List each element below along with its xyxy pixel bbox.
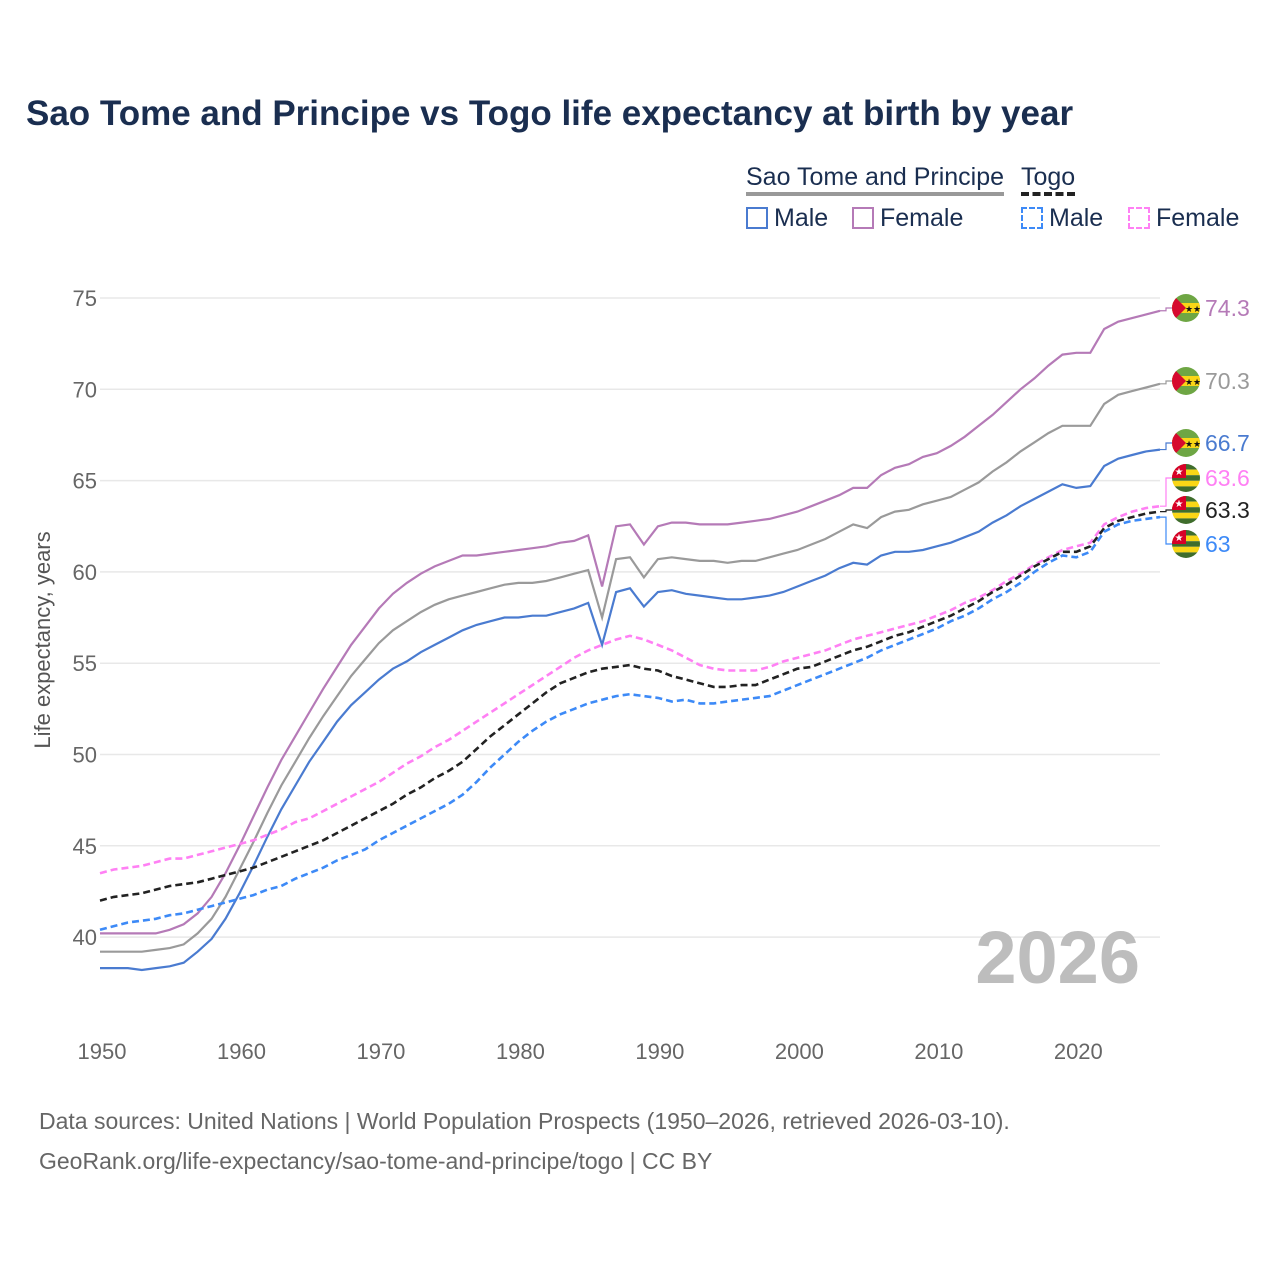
togo-flag-icon: ★	[1172, 496, 1200, 524]
y-tick-label: 45	[73, 834, 97, 859]
x-tick-label: 1990	[635, 1039, 684, 1064]
end-value-label: 63.6	[1205, 465, 1250, 491]
footer-sources: Data sources: United Nations | World Pop…	[39, 1108, 1010, 1134]
legend-label: Female	[880, 204, 964, 232]
flag-red-triangle	[1172, 367, 1186, 395]
series-line-togo-female	[99, 504, 1161, 875]
legend-togo-female[interactable]: Female	[1128, 204, 1239, 233]
year-watermark: 2026	[975, 916, 1140, 999]
end-value-label: 66.7	[1205, 430, 1250, 456]
x-tick-label: 1980	[496, 1039, 545, 1064]
flag-stripe	[1172, 480, 1200, 487]
y-tick-label: 65	[73, 469, 97, 494]
flag-stars: ★★	[1185, 439, 1201, 449]
flag-stars: ★★	[1185, 304, 1201, 314]
footer-link[interactable]: GeoRank.org/life-expectancy/sao-tome-and…	[39, 1148, 713, 1174]
flag-body: ★★	[1172, 367, 1201, 395]
y-tick-label: 50	[73, 743, 97, 768]
series-line-sao-tome-and-principe-male	[100, 448, 1161, 972]
leader-line	[1160, 307, 1172, 312]
y-axis-label: Life expectancy, years	[30, 531, 55, 748]
flag-star: ★	[1175, 467, 1184, 478]
legend-stp-male[interactable]: Male	[746, 204, 828, 233]
end-value-label: 74.3	[1205, 295, 1250, 321]
flag-body: ★★	[1172, 294, 1201, 322]
legend-label: Male	[774, 204, 829, 232]
x-tick-label: 1960	[217, 1039, 266, 1064]
x-tick-label: 2010	[914, 1039, 963, 1064]
leader-line	[1160, 477, 1172, 507]
togo-flag-icon: ★	[1172, 464, 1200, 492]
series-line-sao-tome-and-principe-female	[100, 309, 1161, 935]
flag-stripe	[1172, 512, 1200, 519]
y-tick-label: 60	[73, 560, 97, 585]
flag-red-triangle	[1172, 294, 1186, 322]
y-tick-label: 40	[73, 925, 97, 950]
legend-group-togo: Togo	[1021, 162, 1076, 196]
flag-body: ★	[1172, 464, 1200, 492]
end-value-label: 63.3	[1205, 497, 1250, 523]
x-tick-label: 1970	[356, 1039, 405, 1064]
legend-stp-female[interactable]: Female	[852, 204, 963, 233]
flag-star: ★	[1175, 499, 1184, 510]
flag-stars: ★★	[1185, 377, 1201, 387]
y-tick-label: 70	[73, 377, 97, 402]
legend-label: Male	[1049, 204, 1104, 232]
sao-tome-flag-icon: ★★	[1172, 429, 1201, 457]
legend-togo-male[interactable]: Male	[1021, 204, 1103, 233]
leader-line	[1160, 442, 1172, 451]
legend-swatch	[746, 207, 768, 229]
x-tick-label: 1950	[78, 1039, 127, 1064]
legend-group-stp: Sao Tome and Principe	[746, 162, 1005, 196]
chart-title: Sao Tome and Principe vs Togo life expec…	[26, 94, 1074, 133]
flag-stripe	[1172, 546, 1200, 553]
end-value-label: 70.3	[1205, 368, 1250, 394]
leader-line	[1160, 516, 1172, 545]
series-line-togo	[99, 510, 1161, 902]
legend-swatch	[1128, 207, 1150, 229]
legend-swatch	[852, 207, 874, 229]
flag-stripe	[1172, 486, 1200, 492]
x-tick-label: 2000	[775, 1039, 824, 1064]
flag-stripe	[1172, 552, 1200, 558]
legend-label: Female	[1156, 204, 1240, 232]
flag-body: ★	[1172, 496, 1200, 524]
sao-tome-flag-icon: ★★	[1172, 294, 1201, 322]
sao-tome-flag-icon: ★★	[1172, 367, 1201, 395]
end-value-label: 63	[1205, 531, 1231, 557]
y-tick-label: 75	[73, 286, 97, 311]
flag-star: ★	[1175, 533, 1184, 544]
flag-stripe	[1172, 518, 1200, 524]
flag-body: ★★	[1172, 429, 1201, 457]
flag-red-triangle	[1172, 429, 1186, 457]
y-tick-label: 55	[73, 651, 97, 676]
togo-flag-icon: ★	[1172, 530, 1200, 558]
series-line-sao-tome-and-principe	[100, 382, 1161, 953]
legend-swatch	[1021, 207, 1043, 229]
x-tick-label: 2020	[1054, 1039, 1103, 1064]
flag-body: ★	[1172, 530, 1200, 558]
leader-line	[1160, 509, 1172, 513]
series-line-togo-male	[99, 515, 1161, 932]
leader-line	[1160, 380, 1172, 385]
